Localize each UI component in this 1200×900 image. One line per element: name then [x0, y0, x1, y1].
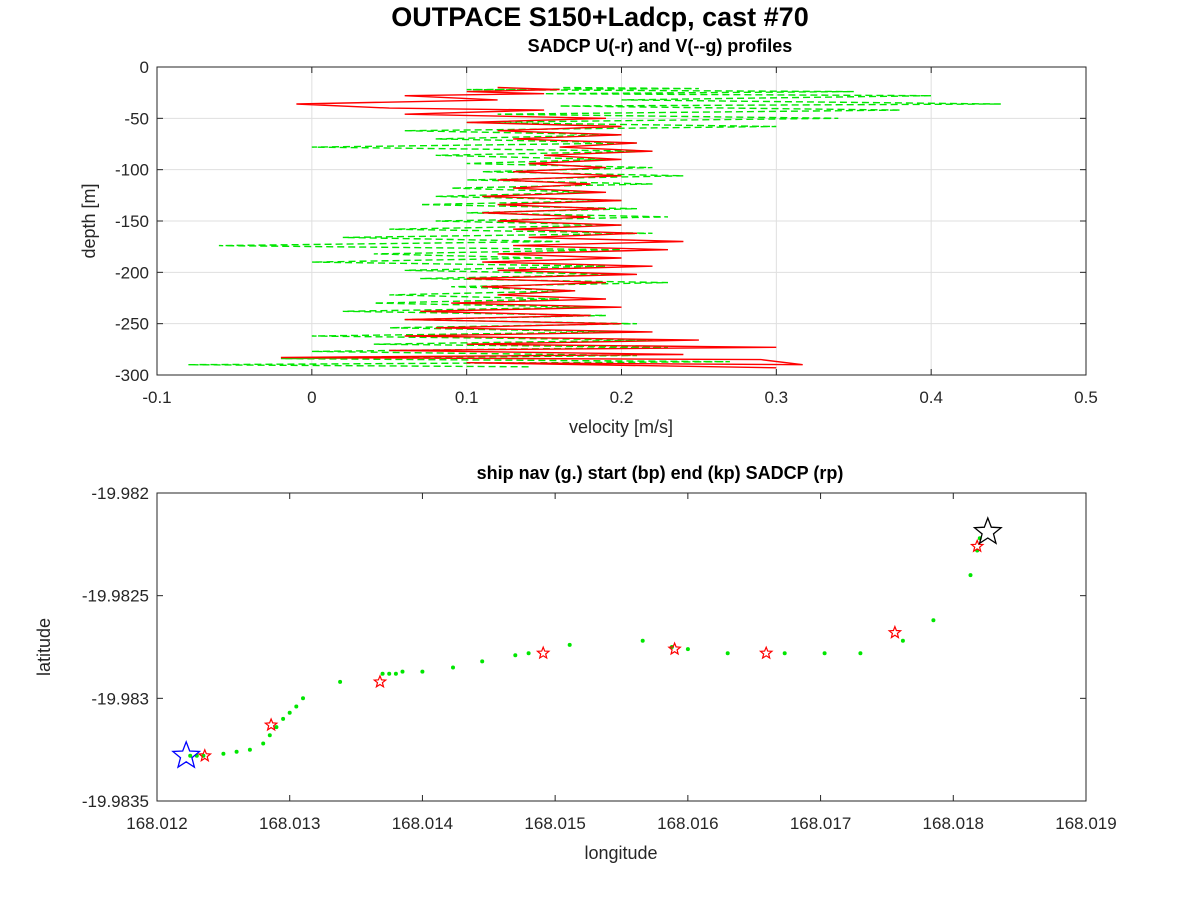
nav-x-tick-label: 168.016 [657, 814, 718, 833]
velocity-x-axis-label: velocity [m/s] [569, 417, 673, 437]
ship-nav-point [387, 671, 392, 676]
velocity-x-tick-label: 0.3 [765, 388, 789, 407]
nav-x-tick-label: 168.012 [126, 814, 187, 833]
nav-x-tick-label: 168.019 [1055, 814, 1116, 833]
ship-nav-point [858, 651, 863, 656]
sadcp-star-marker [535, 645, 551, 660]
ship-nav-point [261, 741, 266, 746]
nav-x-tick-label: 168.013 [259, 814, 320, 833]
ship-nav-point [900, 638, 905, 643]
velocity-x-tick-label: 0.2 [610, 388, 634, 407]
velocity-ticks: -0.1 0 0.1 0.2 0.3 0.4 0.5 0 -50 -100 -150 -200 -250… [115, 58, 1098, 407]
velocity-y-tick-label: -50 [124, 109, 149, 128]
velocity-chart-title: SADCP U(-r) and V(--g) profiles [527, 36, 793, 56]
ship-nav-point [188, 753, 193, 758]
ship-nav-point [400, 669, 405, 674]
ship-nav-point [267, 733, 272, 738]
ship-nav-point [725, 651, 730, 656]
nav-x-axis-label: longitude [584, 843, 657, 863]
ship-nav-point [640, 638, 645, 643]
nav-x-tick-label: 168.014 [392, 814, 453, 833]
ship-nav-point [513, 653, 518, 658]
sadcp-star-marker [667, 641, 682, 656]
velocity-y-tick-label: -150 [115, 212, 149, 231]
ship-nav-point [274, 725, 279, 730]
nav-x-tick-label: 168.018 [923, 814, 984, 833]
end-star-marker [972, 516, 1003, 545]
nav-series [171, 516, 1003, 769]
ship-nav-point [301, 696, 305, 701]
figure-title: OUTPACE S150+Ladcp, cast #70 [391, 2, 809, 32]
ship-nav-point [281, 716, 286, 721]
velocity-x-tick-label: 0.5 [1074, 388, 1098, 407]
sadcp-star-marker [969, 538, 985, 553]
velocity-x-tick-label: 0.1 [455, 388, 479, 407]
ship-nav-point [221, 751, 226, 756]
nav-y-tick-label: -19.9825 [82, 587, 149, 606]
ship-nav-point [822, 651, 827, 656]
ship-nav-point [380, 671, 385, 676]
velocity-x-tick-label: 0 [307, 388, 316, 407]
ship-nav-plot: 168.012 168.013 168.014 168.015 168.016 168.0… [34, 484, 1117, 863]
velocity-y-tick-label: -250 [115, 315, 149, 334]
ship-nav-point [338, 679, 343, 684]
velocity-y-axis-label: depth [m] [79, 183, 99, 258]
velocity-x-tick-label: -0.1 [142, 388, 171, 407]
ship-nav-point [234, 749, 239, 754]
velocity-profile-plot: -0.1 0 0.1 0.2 0.3 0.4 0.5 0 -50 -100 -150 -200 -250… [79, 58, 1098, 437]
sadcp-star-marker [887, 624, 903, 639]
nav-chart-title: ship nav (g.) start (bp) end (kp) SADCP … [476, 463, 844, 483]
velocity-y-tick-label: 0 [140, 58, 149, 77]
ship-nav-point [567, 642, 572, 647]
ship-nav-point [247, 747, 252, 752]
ship-nav-point [451, 665, 455, 670]
velocity-series [187, 86, 1001, 369]
ship-nav-point [685, 647, 690, 652]
velocity-y-tick-label: -100 [115, 161, 149, 180]
ship-nav-point [526, 651, 531, 656]
u-velocity-line [280, 86, 803, 369]
nav-y-tick-label: -19.9835 [82, 792, 149, 811]
nav-y-axis-label: latitude [34, 618, 54, 676]
ship-nav-point [420, 669, 425, 674]
nav-ticks: 168.012 168.013 168.014 168.015 168.016 168.0… [82, 484, 1117, 833]
nav-x-tick-label: 168.015 [524, 814, 585, 833]
sadcp-star-marker [197, 748, 213, 763]
ship-nav-point [782, 651, 787, 656]
nav-axes-box [156, 492, 1087, 802]
start-star-marker [171, 739, 202, 769]
sadcp-star-marker [758, 645, 774, 660]
ship-nav-point [294, 704, 299, 709]
ship-nav-point [931, 618, 936, 623]
nav-y-tick-label: -19.983 [91, 689, 149, 708]
nav-x-tick-label: 168.017 [790, 814, 851, 833]
sadcp-star-marker [372, 674, 388, 689]
ship-nav-point [480, 659, 485, 664]
ship-nav-point [287, 710, 292, 715]
velocity-y-tick-label: -300 [115, 366, 149, 385]
velocity-x-tick-label: 0.4 [919, 388, 943, 407]
nav-y-tick-label: -19.982 [91, 484, 149, 503]
velocity-y-tick-label: -200 [115, 263, 149, 282]
ship-nav-point [968, 573, 973, 578]
nav-plot-area [157, 493, 1086, 801]
ship-nav-point [393, 671, 398, 676]
sadcp-star-marker [263, 717, 279, 732]
